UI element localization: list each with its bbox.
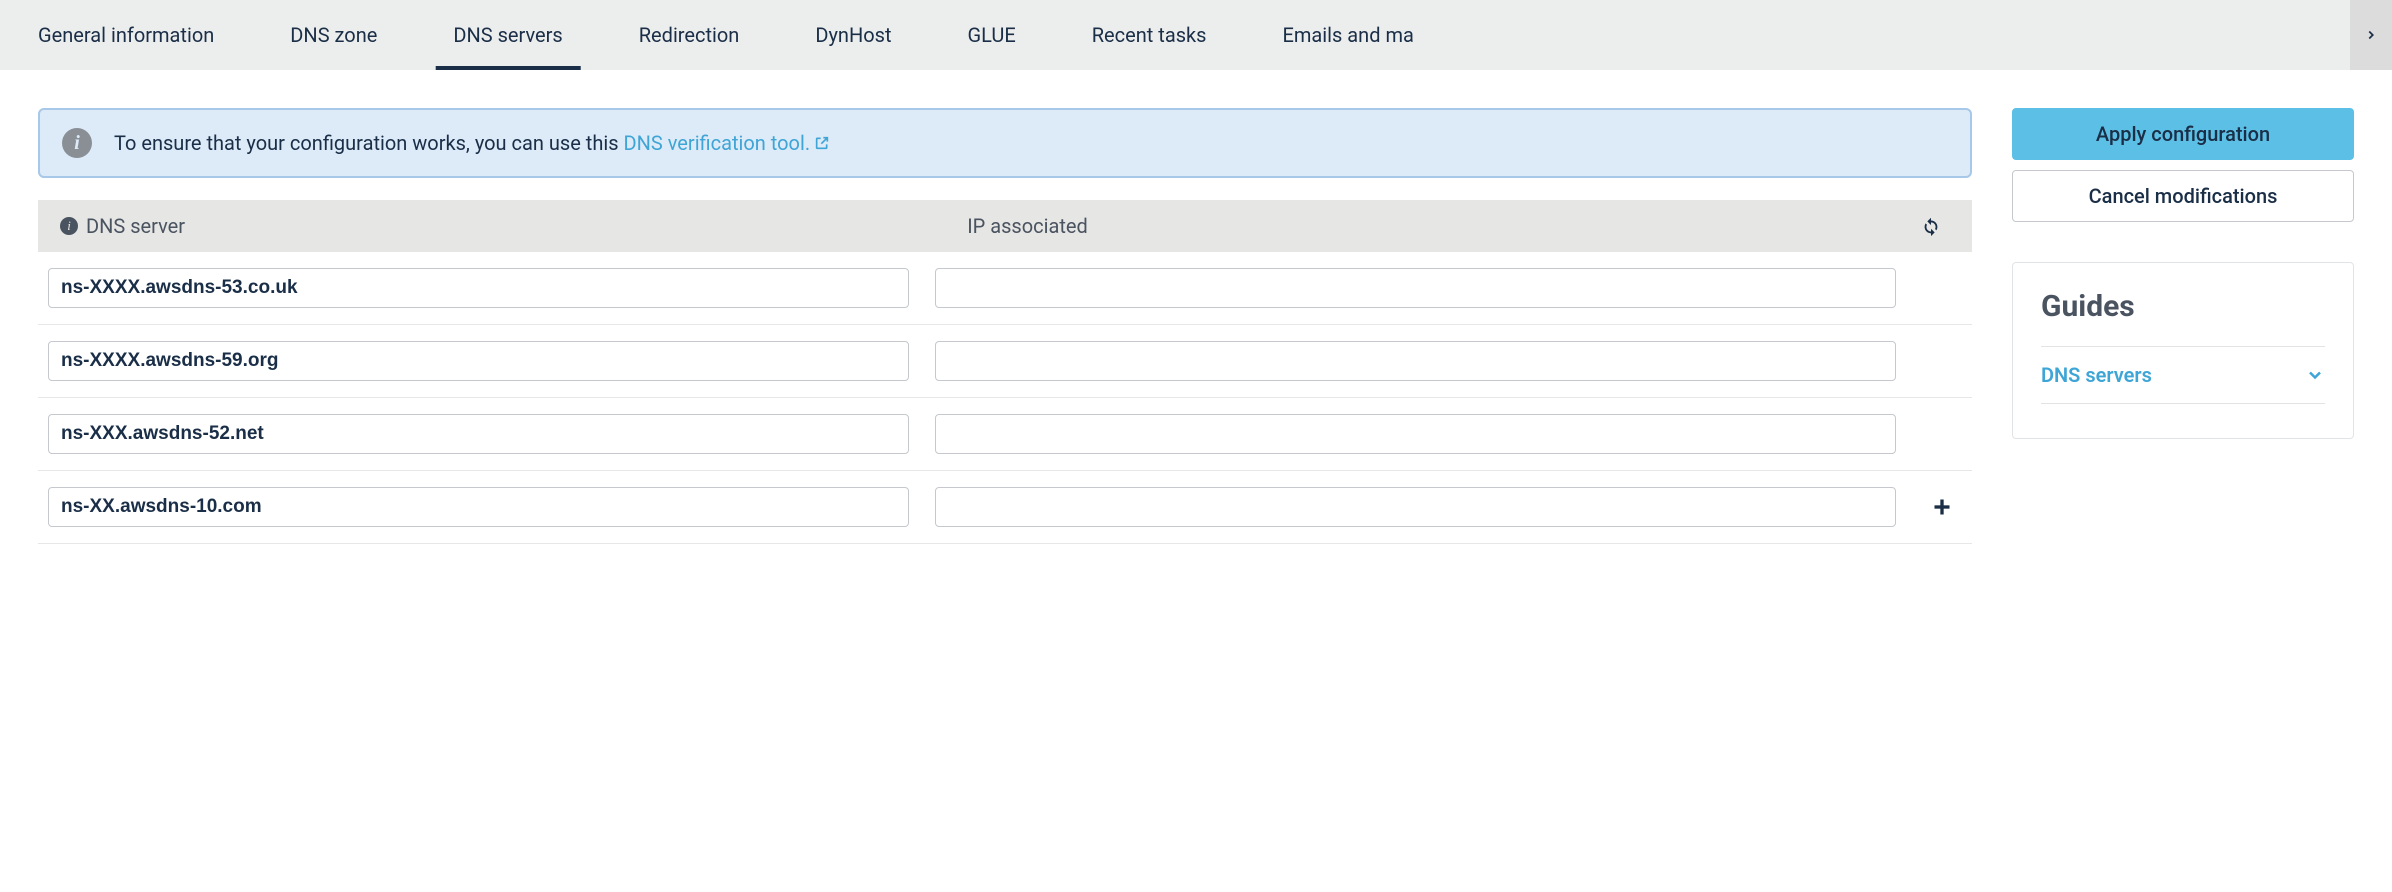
info-banner-text: To ensure that your configuration works,… <box>114 131 830 155</box>
info-banner-prefix: To ensure that your configuration works,… <box>114 131 624 155</box>
guides-title: Guides <box>2041 289 2325 324</box>
info-icon: i <box>62 128 92 158</box>
dns-server-cell <box>48 341 909 381</box>
chevron-down-icon <box>2305 365 2325 385</box>
dns-server-input[interactable] <box>48 341 909 381</box>
dns-server-cell <box>48 414 909 454</box>
tabs-scroll-right[interactable] <box>2350 0 2392 70</box>
col-header-dns-label: DNS server <box>86 214 185 238</box>
tab-dynhost[interactable]: DynHost <box>777 0 929 70</box>
info-banner: i To ensure that your configuration work… <box>38 108 1972 178</box>
dns-row <box>38 471 1972 544</box>
ip-associated-input[interactable] <box>935 414 1896 454</box>
external-link-icon <box>814 131 830 155</box>
cancel-modifications-label: Cancel modifications <box>2089 184 2278 208</box>
dns-verification-link-text: DNS verification tool. <box>624 131 811 155</box>
dns-row <box>38 325 1972 398</box>
tab-dns-zone[interactable]: DNS zone <box>252 0 415 70</box>
guide-item-label: DNS servers <box>2041 363 2152 387</box>
tab-general-information[interactable]: General information <box>0 0 252 70</box>
dns-table-header: i DNS server IP associated <box>38 200 1972 252</box>
main-column: i To ensure that your configuration work… <box>38 108 1972 544</box>
tab-redirection[interactable]: Redirection <box>601 0 778 70</box>
dns-server-input[interactable] <box>48 487 909 527</box>
dns-server-cell <box>48 487 909 527</box>
tab-dns-servers[interactable]: DNS servers <box>415 0 600 70</box>
tab-glue[interactable]: GLUE <box>930 0 1054 70</box>
content-area: i To ensure that your configuration work… <box>0 70 2392 544</box>
dns-row <box>38 252 1972 325</box>
guides-panel: Guides DNS servers <box>2012 262 2354 439</box>
dns-verification-link[interactable]: DNS verification tool. <box>624 131 831 155</box>
ip-associated-cell <box>935 487 1896 527</box>
apply-configuration-label: Apply configuration <box>2096 122 2270 146</box>
dns-row <box>38 398 1972 471</box>
info-icon: i <box>60 217 78 235</box>
guide-item-dns-servers[interactable]: DNS servers <box>2041 346 2325 404</box>
row-action-cell <box>1922 497 1962 517</box>
ip-associated-input[interactable] <box>935 487 1896 527</box>
tab-emails-and-ma[interactable]: Emails and ma <box>1244 0 1451 70</box>
refresh-button[interactable] <box>1920 215 1950 237</box>
cancel-modifications-button[interactable]: Cancel modifications <box>2012 170 2354 222</box>
tab-recent-tasks[interactable]: Recent tasks <box>1054 0 1245 70</box>
ip-associated-cell <box>935 268 1896 308</box>
dns-server-cell <box>48 268 909 308</box>
dns-rows <box>38 252 1972 544</box>
ip-associated-cell <box>935 341 1896 381</box>
tab-bar: General informationDNS zoneDNS serversRe… <box>0 0 2392 70</box>
ip-associated-cell <box>935 414 1896 454</box>
apply-configuration-button[interactable]: Apply configuration <box>2012 108 2354 160</box>
col-header-ip: IP associated <box>967 214 1920 238</box>
ip-associated-input[interactable] <box>935 268 1896 308</box>
side-column: Apply configuration Cancel modifications… <box>2012 108 2354 544</box>
col-header-dns: i DNS server <box>60 214 967 238</box>
ip-associated-input[interactable] <box>935 341 1896 381</box>
dns-server-input[interactable] <box>48 414 909 454</box>
dns-server-input[interactable] <box>48 268 909 308</box>
add-row-button[interactable] <box>1932 497 1952 517</box>
